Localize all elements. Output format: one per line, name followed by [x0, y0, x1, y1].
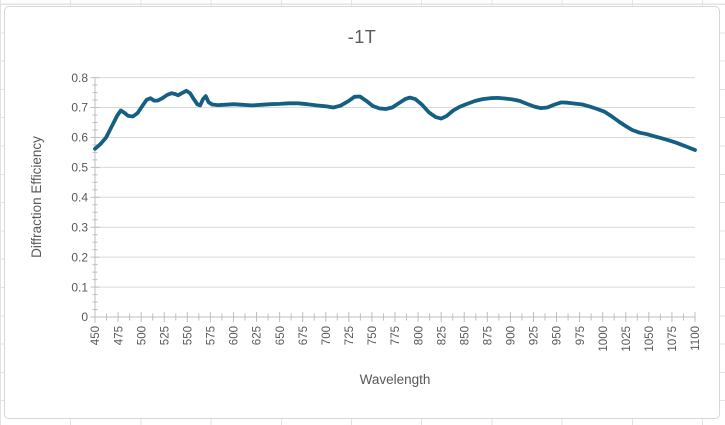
x-tick-label: 450	[90, 326, 102, 345]
y-tick-label: 0.6	[71, 131, 88, 145]
x-tick-label: 800	[413, 326, 425, 345]
x-tick-label: 725	[344, 326, 356, 345]
x-tick-label: 950	[552, 326, 564, 345]
y-tick-label: 0.4	[71, 191, 88, 205]
x-tick-label: 550	[183, 326, 195, 345]
x-tick-label: 625	[252, 326, 264, 345]
x-tick-label: 575	[206, 326, 218, 345]
x-tick-label: 1075	[667, 326, 679, 352]
series-line	[93, 88, 697, 152]
y-tick-label: 0.5	[71, 161, 88, 175]
x-axis-title: Wavelength	[359, 372, 431, 387]
x-tick-label: 1100	[690, 326, 702, 351]
chart-title: -1T	[347, 27, 377, 47]
x-tick-label: 825	[436, 326, 448, 345]
x-tick-label: 1025	[621, 326, 633, 352]
x-tick-label: 475	[113, 326, 125, 345]
x-tick-label: 675	[298, 326, 310, 345]
y-tick-label: 0.8	[71, 71, 88, 85]
x-tick-label: 775	[390, 326, 402, 345]
x-tick-label: 750	[367, 326, 379, 345]
x-tick-label: 850	[459, 326, 471, 345]
x-tick-label: 650	[275, 326, 287, 345]
x-tick-label: 700	[321, 326, 333, 345]
x-tick-label: 500	[136, 326, 148, 345]
y-tick-label: 0.7	[71, 101, 88, 115]
x-tick-label: 600	[229, 326, 241, 345]
y-tick-label: 0.3	[71, 220, 88, 234]
y-tick-label: 0.2	[71, 250, 88, 264]
x-tick-label: 925	[529, 326, 541, 345]
chart-area[interactable]	[4, 6, 720, 419]
x-tick-label: 1000	[598, 326, 610, 352]
y-tick-label: 0.1	[71, 280, 88, 294]
x-tick-label: 1050	[644, 326, 656, 352]
x-tick-label: 900	[506, 326, 518, 345]
x-tick-label: 875	[483, 326, 495, 345]
x-tick-label: 975	[575, 326, 587, 345]
x-tick-label: 525	[159, 326, 171, 345]
y-tick-label: 0	[81, 310, 88, 324]
